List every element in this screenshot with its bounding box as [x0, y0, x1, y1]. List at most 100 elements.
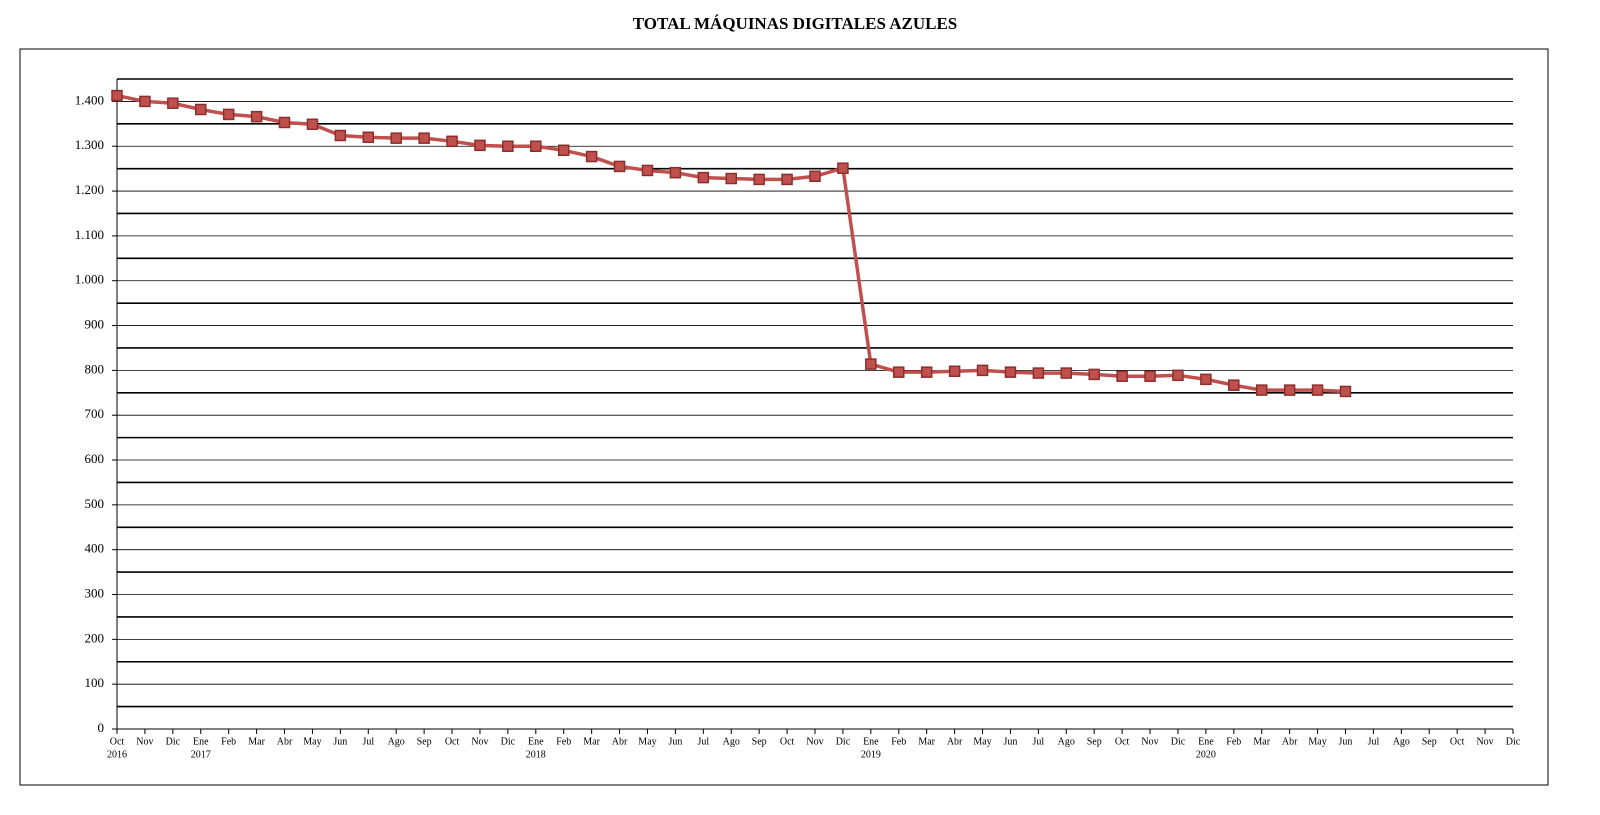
data-point [557, 144, 570, 157]
x-year-label: 2016 [107, 749, 127, 760]
x-tick-label: Jun [333, 736, 347, 747]
data-point [195, 103, 207, 116]
data-point [474, 139, 486, 152]
data-point [865, 358, 877, 370]
x-tick-label: Jul [697, 736, 709, 747]
y-tick-label: 200 [85, 630, 105, 645]
data-point [139, 95, 151, 108]
x-tick-label: Jul [362, 736, 374, 747]
x-tick-label: Jun [1003, 736, 1017, 747]
x-tick-label: Abr [947, 736, 963, 747]
x-tick-label: Nov [806, 736, 823, 747]
data-point [250, 110, 263, 123]
x-tick-label: Mar [248, 736, 265, 747]
data-point [893, 366, 905, 378]
data-point [920, 366, 933, 378]
y-tick-label: 1.400 [75, 92, 104, 107]
data-point [585, 150, 598, 163]
data-point [1255, 384, 1268, 396]
x-tick-label: Nov [471, 736, 488, 747]
data-point [222, 108, 235, 121]
data-point [1060, 367, 1073, 379]
data-point [1283, 384, 1296, 396]
x-tick-label: Oct [780, 736, 795, 747]
data-point [948, 365, 961, 378]
y-tick-label: 0 [98, 720, 105, 735]
data-point [334, 129, 347, 142]
x-tick-label: May [638, 736, 656, 747]
x-tick-label: Feb [891, 736, 906, 747]
x-tick-label: Ago [1058, 736, 1075, 747]
x-tick-label: Ago [723, 736, 740, 747]
data-point [1144, 370, 1156, 382]
x-tick-label: Feb [1226, 736, 1241, 747]
data-point [641, 164, 654, 177]
x-tick-label: Dic [1171, 736, 1186, 747]
x-tick-label: Nov [1476, 736, 1493, 747]
x-tick-label: Ene [1198, 736, 1214, 747]
x-year-label: 2018 [526, 749, 546, 760]
x-tick-label: Abr [277, 736, 293, 747]
y-tick-label: 500 [85, 496, 105, 511]
data-point [278, 116, 291, 129]
x-tick-label: Sep [417, 736, 432, 747]
x-tick-label: Feb [221, 736, 236, 747]
y-tick-label: 400 [85, 541, 105, 556]
data-point [809, 170, 821, 183]
y-tick-label: 600 [85, 451, 105, 466]
y-tick-label: 800 [85, 361, 105, 376]
x-tick-label: Dic [1506, 736, 1521, 747]
data-point [1032, 367, 1045, 379]
data-point [837, 162, 849, 174]
data-point [613, 160, 626, 173]
x-year-label: 2017 [191, 749, 211, 760]
x-tick-label: Sep [752, 736, 767, 747]
x-tick-label: Mar [918, 736, 935, 747]
x-tick-label: Sep [1422, 736, 1437, 747]
y-tick-label: 700 [85, 406, 105, 421]
x-tick-label: Ago [388, 736, 405, 747]
x-tick-label: Nov [136, 736, 153, 747]
y-tick-label: 1.300 [75, 137, 104, 152]
x-tick-label: Feb [556, 736, 571, 747]
x-tick-label: Dic [836, 736, 851, 747]
data-point [1228, 379, 1240, 391]
data-point [390, 132, 402, 144]
data-point [530, 140, 542, 152]
x-tick-label: May [973, 736, 991, 747]
data-point [362, 131, 375, 144]
x-year-label: 2020 [1196, 749, 1216, 760]
x-tick-label: Jun [668, 736, 682, 747]
x-tick-label: Mar [583, 736, 600, 747]
x-tick-label: Ago [1393, 736, 1410, 747]
y-tick-label: 1.000 [75, 272, 104, 287]
data-point [502, 140, 514, 152]
data-point [418, 132, 430, 144]
y-tick-label: 1.200 [75, 182, 104, 197]
data-point [446, 135, 458, 148]
x-tick-label: Abr [1282, 736, 1298, 747]
data-point [669, 166, 682, 179]
x-tick-label: Nov [1141, 736, 1158, 747]
data-point [1004, 366, 1017, 378]
data-point [1200, 373, 1212, 386]
x-tick-label: May [1308, 736, 1326, 747]
x-tick-label: Oct [445, 736, 460, 747]
x-tick-label: Jun [1339, 736, 1353, 747]
y-tick-label: 1.100 [75, 227, 104, 242]
data-point [976, 364, 989, 377]
x-tick-label: Ene [863, 736, 879, 747]
x-tick-label: Ene [193, 736, 209, 747]
x-tick-label: Dic [501, 736, 516, 747]
data-point [725, 172, 737, 185]
x-tick-label: Oct [110, 736, 125, 747]
data-point [1311, 384, 1324, 396]
data-point [111, 89, 123, 102]
y-tick-label: 100 [85, 675, 105, 690]
data-point [306, 118, 319, 131]
data-point [1116, 370, 1128, 382]
data-point [697, 171, 710, 184]
x-tick-label: Oct [1450, 736, 1465, 747]
x-tick-label: Ene [528, 736, 544, 747]
chart-title: TOTAL MÁQUINAS DIGITALES AZULES [633, 14, 958, 33]
